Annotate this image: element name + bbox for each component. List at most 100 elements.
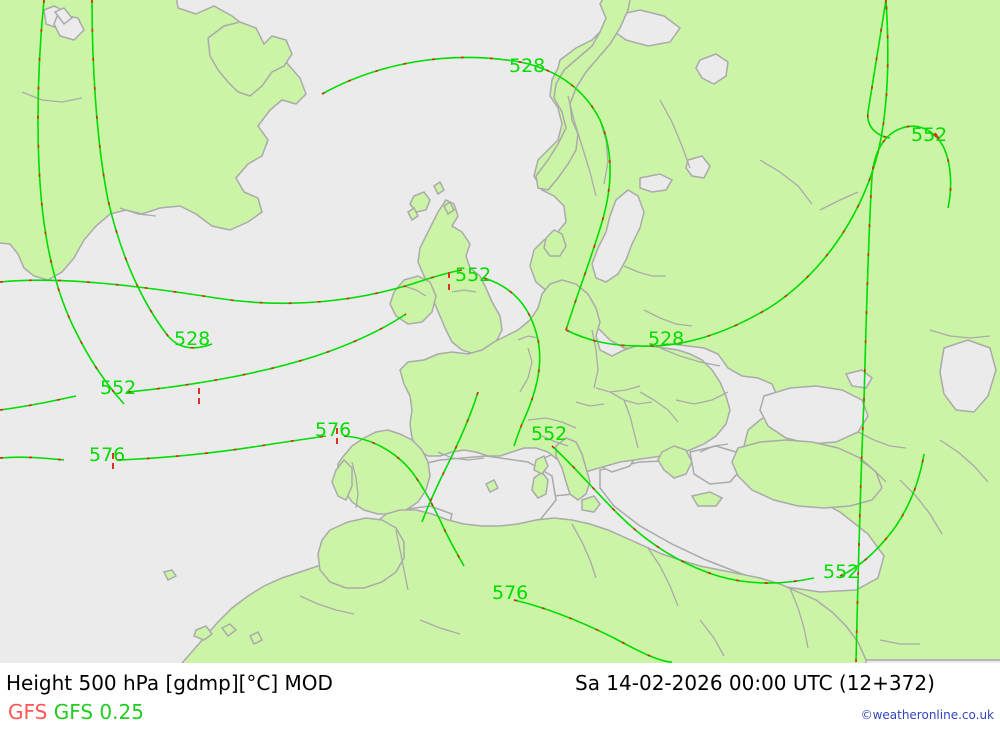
contour-528-central: [565, 0, 889, 347]
contour-552-atlantic-uk: [0, 269, 463, 305]
border-uk-scotland: [451, 289, 477, 293]
border-alps: [527, 417, 577, 429]
contour-552-greenland: [37, 0, 125, 405]
land-italy: [555, 437, 591, 501]
map-canvas[interactable]: 528 528 528 552 552 552 552 552 576 576 …: [0, 0, 1000, 663]
footer-model: GFS GFS 0.25: [8, 700, 144, 724]
border-baltic-states: [623, 265, 666, 277]
land-canary-islands-1: [193, 625, 214, 641]
contour-label-552-d: 552: [100, 377, 136, 399]
border-russia-interior-2: [819, 191, 859, 211]
contour-576-atlantic-a-ticks: [0, 456, 65, 461]
border-france-germany: [519, 347, 533, 393]
land-continental-europe: [399, 279, 731, 475]
contour-label-group: 528 528 528 552 552 552 552 552 576 576 …: [89, 55, 947, 604]
land-crete: [690, 491, 724, 507]
label-tick-552-ne: [934, 132, 940, 140]
border-ireland-ni: [403, 285, 427, 297]
contour-label-552-c: 552: [531, 423, 567, 445]
border-poland-czech: [595, 385, 641, 393]
land-ireland: [389, 275, 437, 325]
border-morocco-algeria: [395, 529, 409, 591]
contour-552-northeast: [866, 0, 891, 139]
contour-label-528-b: 528: [648, 328, 684, 350]
contour-552-iberia-branch: [421, 391, 479, 523]
border-greece-turkey: [699, 443, 729, 453]
contour-552-ridge-closed: [855, 125, 952, 663]
land-corsica: [533, 454, 549, 475]
land-norway-coast: [535, 0, 631, 191]
border-libya-egypt: [789, 587, 809, 649]
land-iberia-west: [331, 458, 353, 502]
sea-lake-ladoga: [685, 155, 711, 179]
border-arctic-inner: [119, 207, 157, 217]
contour-label-528-a: 528: [509, 55, 545, 77]
contour-group: [0, 0, 952, 663]
contour-528-west: [91, 0, 213, 349]
sea-baltic: [591, 189, 645, 283]
border-netherlands: [517, 335, 539, 341]
land-morocco: [317, 517, 405, 589]
land-shetland: [433, 180, 445, 196]
land-orkney: [443, 200, 455, 216]
land-canary-islands-2: [220, 623, 238, 638]
contour-552-left-b: [127, 313, 407, 393]
land-canary-islands-3: [248, 630, 264, 646]
label-tick-group: [112, 132, 940, 469]
footer-model-red: GFS: [8, 700, 48, 724]
border-france-spain: [437, 451, 485, 461]
land-hebrides: [407, 206, 419, 222]
sea-aegean: [689, 445, 743, 485]
border-egypt-sudan: [879, 639, 920, 645]
footer-bar: Height 500 hPa [gdmp][°C] MOD GFS GFS 0.…: [0, 663, 1000, 733]
sea-gulf-of-finland: [639, 173, 674, 193]
border-russia-interior-1: [759, 159, 813, 205]
contour-576-africa: [513, 599, 673, 663]
border-algeria-tunisia: [571, 523, 597, 579]
land-greenland: [207, 21, 293, 97]
border-romania: [675, 391, 729, 405]
contour-576-atlantic-b: [117, 435, 327, 461]
border-caucasus: [857, 431, 907, 449]
map-panel[interactable]: 528 528 528 552 552 552 552 552 576 576 …: [0, 0, 1000, 663]
border-italy-north: [541, 435, 569, 447]
contour-label-552-b: 552: [911, 124, 947, 146]
border-austria: [575, 401, 605, 407]
border-portugal: [351, 461, 359, 509]
border-algeria-libya: [647, 547, 679, 607]
land-interior-water-3: [53, 7, 74, 26]
sea-white-sea: [695, 53, 729, 85]
border-turkey-east: [859, 459, 887, 483]
border-balkans-2: [639, 391, 679, 423]
contour-label-528-c: 528: [174, 328, 210, 350]
contour-528-north-ticks: [321, 56, 611, 331]
land-sicily: [581, 495, 601, 513]
contour-label-576-a: 576: [315, 419, 351, 441]
border-mauritania: [299, 595, 355, 615]
border-norway-sweden: [567, 95, 597, 197]
contour-label-576-b: 576: [89, 444, 125, 466]
border-chad-niger: [699, 619, 725, 657]
land-madeira: [162, 569, 178, 582]
contour-576-iberia: [343, 435, 465, 567]
land-denmark: [543, 229, 567, 257]
border-finland-russia: [659, 99, 691, 169]
contour-552-med-ticks: [551, 445, 815, 584]
sea-caspian-west: [939, 339, 997, 413]
footer-credit: ©weatheronline.co.uk: [860, 708, 994, 722]
border-middle-east: [899, 479, 943, 535]
contour-552-uk-france-ticks: [483, 277, 541, 447]
border-russia-kazakh: [929, 329, 991, 339]
contour-label-552-e: 552: [823, 561, 859, 583]
border-mali: [419, 619, 461, 635]
border-iraq: [939, 439, 989, 483]
footer-title: Height 500 hPa [gdmp][°C] MOD: [6, 671, 333, 695]
border-balkans-1: [623, 399, 639, 449]
land-north-africa: [181, 509, 867, 663]
contour-552-left: [0, 395, 77, 411]
border-greenland-inner: [21, 91, 83, 103]
border-ukraine-north: [659, 347, 721, 367]
footer-valid-time: Sa 14-02-2026 00:00 UTC (12+372): [575, 671, 935, 695]
border-group: [21, 91, 991, 657]
